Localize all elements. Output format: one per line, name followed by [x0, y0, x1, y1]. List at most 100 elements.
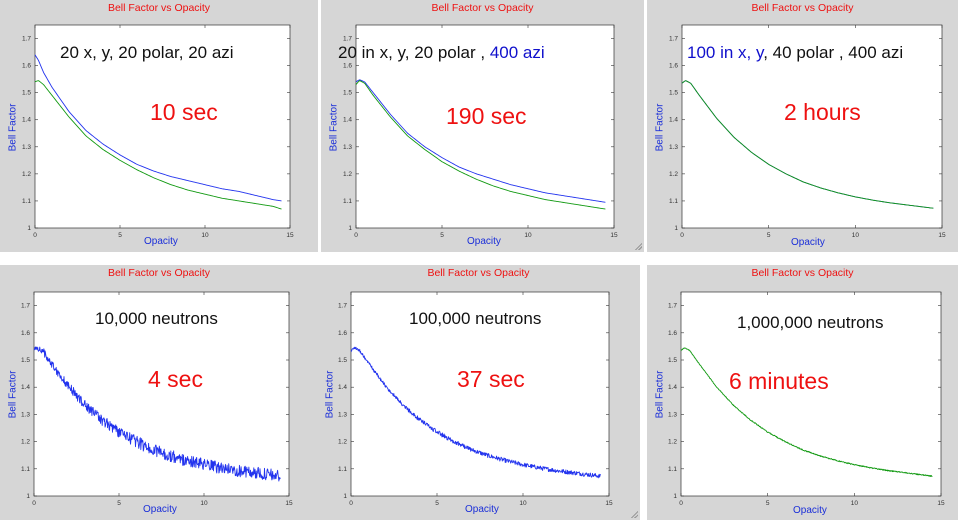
config-note: 100 in x, y, 40 polar , 400 azi — [687, 43, 903, 63]
y-tick-label: 1.2 — [22, 171, 31, 178]
chart-panel-1: Bell Factor vs Opacity 1 1.1 1.2 1.3 1.4 1.5 1… — [0, 0, 318, 252]
y-tick-label: 1 — [348, 225, 352, 232]
runtime-label: 4 sec — [148, 366, 203, 392]
y-tick-label: 1.4 — [21, 384, 30, 391]
series-line-blue — [350, 346, 601, 479]
y-axis-label: Bell Factor — [328, 103, 340, 152]
x-tick-label: 10 — [519, 500, 527, 507]
runtime-label: 37 sec — [457, 366, 525, 392]
y-tick-label: 1.2 — [343, 171, 352, 178]
y-axis-label: Bell Factor — [654, 103, 666, 152]
y-tick-label: 1.5 — [669, 90, 678, 97]
y-tick-label: 1.6 — [343, 63, 352, 70]
chart-panel-3: Bell Factor vs Opacity 1 1.1 1.2 1.3 1.4 1.5 1… — [647, 0, 958, 252]
chart-title: Bell Factor vs Opacity — [751, 267, 854, 279]
x-tick-label: 15 — [605, 500, 613, 507]
resize-grip-icon[interactable] — [634, 242, 642, 250]
config-note-highlight: 100 in x, y — [687, 43, 764, 62]
config-note: 10,000 neutrons — [95, 309, 218, 329]
y-tick-label: 1.2 — [21, 439, 30, 446]
chart-title: Bell Factor vs Opacity — [431, 2, 534, 14]
y-tick-label: 1.6 — [669, 63, 678, 70]
y-tick-label: 1.4 — [668, 384, 677, 391]
config-note-part: , 40 polar , 400 azi — [763, 43, 904, 62]
y-tick-label: 1.6 — [338, 330, 347, 337]
y-tick-label: 1 — [673, 493, 677, 500]
chart-panel-2: Bell Factor vs Opacity 1 1.1 1.2 1.3 1.4 1.5 1… — [321, 0, 644, 252]
x-tick-label: 5 — [118, 232, 122, 239]
runtime-label: 6 minutes — [729, 368, 829, 394]
config-note-part: 100,000 neutrons — [409, 309, 542, 328]
y-tick-label: 1 — [27, 225, 31, 232]
y-axis-label: Bell Factor — [7, 370, 19, 419]
y-tick-label: 1.4 — [669, 117, 678, 124]
y-tick-label: 1.7 — [343, 36, 352, 43]
y-axis-label: Bell Factor — [7, 103, 19, 152]
resize-grip-icon[interactable] — [630, 510, 638, 518]
plot-background — [680, 291, 942, 497]
y-tick-label: 1 — [343, 493, 347, 500]
config-note: 1,000,000 neutrons — [737, 313, 884, 333]
y-tick-label: 1.5 — [343, 90, 352, 97]
x-tick-label: 5 — [767, 232, 771, 239]
y-tick-label: 1.6 — [22, 63, 31, 70]
y-tick-label: 1.6 — [668, 330, 677, 337]
x-tick-label: 0 — [349, 500, 353, 507]
x-axis-label: Opacity — [793, 505, 827, 516]
runtime-label: 190 sec — [446, 103, 527, 129]
y-tick-label: 1.2 — [669, 171, 678, 178]
y-tick-label: 1.1 — [668, 466, 677, 473]
series-line-green — [681, 80, 934, 209]
y-tick-label: 1.5 — [22, 90, 31, 97]
y-axis-label: Bell Factor — [654, 370, 666, 419]
y-axis-label: Bell Factor — [324, 370, 336, 419]
y-tick-label: 1.2 — [338, 439, 347, 446]
y-tick-label: 1.7 — [22, 36, 31, 43]
y-tick-label: 1.1 — [669, 198, 678, 205]
x-axis-label: Opacity — [143, 504, 177, 515]
y-tick-label: 1.1 — [21, 466, 30, 473]
config-note: 20 x, y, 20 polar, 20 azi — [60, 43, 234, 63]
y-tick-label: 1.3 — [669, 144, 678, 151]
series-line-blue — [33, 346, 281, 482]
series-line-green — [680, 347, 933, 478]
series-line-green — [355, 80, 606, 210]
y-tick-label: 1.3 — [338, 411, 347, 418]
runtime-label: 10 sec — [150, 99, 218, 125]
series-line-blue — [34, 54, 282, 202]
series-line-green — [34, 80, 282, 210]
x-tick-label: 10 — [852, 232, 860, 239]
x-tick-label: 10 — [201, 232, 209, 239]
y-tick-label: 1.2 — [668, 439, 677, 446]
chart-panel-5: Bell Factor vs Opacity 1 1.1 1.2 1.3 1.4 1.5 1… — [317, 265, 640, 520]
x-tick-label: 15 — [285, 500, 293, 507]
x-tick-label: 0 — [354, 232, 358, 239]
x-tick-label: 5 — [435, 500, 439, 507]
config-note-part: 1,000,000 neutrons — [737, 313, 884, 332]
x-tick-label: 0 — [33, 232, 37, 239]
plot-area: 1 1.1 1.2 1.3 1.4 1.5 1.6 1.7 0 5 10 15 — [669, 24, 946, 239]
chart-title: Bell Factor vs Opacity — [107, 2, 211, 14]
x-tick-label: 5 — [117, 500, 121, 507]
y-tick-label: 1.1 — [22, 198, 31, 205]
x-tick-label: 15 — [938, 232, 946, 239]
plot-area: 1 1.1 1.2 1.3 1.4 1.5 1.6 1.7 0 5 10 15 — [668, 291, 945, 507]
x-tick-label: 10 — [200, 500, 208, 507]
y-tick-label: 1 — [26, 493, 30, 500]
x-tick-label: 15 — [286, 232, 294, 239]
y-tick-label: 1.4 — [343, 117, 352, 124]
plot-area: 1 1.1 1.2 1.3 1.4 1.5 1.6 1.7 0 5 10 15 — [338, 291, 613, 507]
y-tick-label: 1.4 — [338, 384, 347, 391]
y-tick-label: 1.7 — [669, 36, 678, 43]
chart-title: Bell Factor vs Opacity — [751, 2, 854, 14]
config-note: 100,000 neutrons — [409, 309, 541, 329]
chart-title: Bell Factor vs Opacity — [107, 267, 211, 279]
runtime-label: 2 hours — [784, 99, 861, 125]
x-axis-label: Opacity — [144, 236, 178, 247]
x-tick-label: 0 — [680, 232, 684, 239]
series-line-blue — [355, 79, 606, 203]
x-axis-label: Opacity — [465, 504, 499, 515]
plot-area: 1 1.1 1.2 1.3 1.4 1.5 1.6 1.7 0 5 10 15 — [343, 24, 618, 239]
y-tick-label: 1.7 — [668, 303, 677, 310]
x-tick-label: 5 — [766, 500, 770, 507]
